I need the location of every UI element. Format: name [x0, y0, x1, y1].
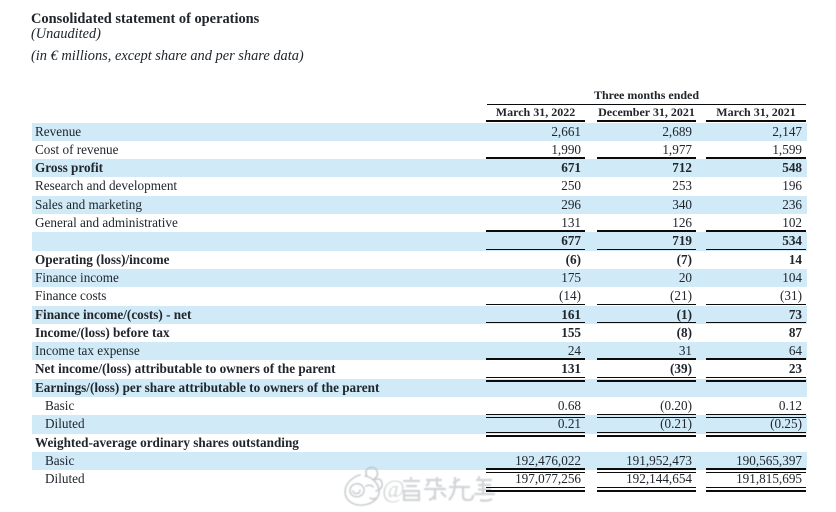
svg-text:@: @	[382, 476, 405, 503]
